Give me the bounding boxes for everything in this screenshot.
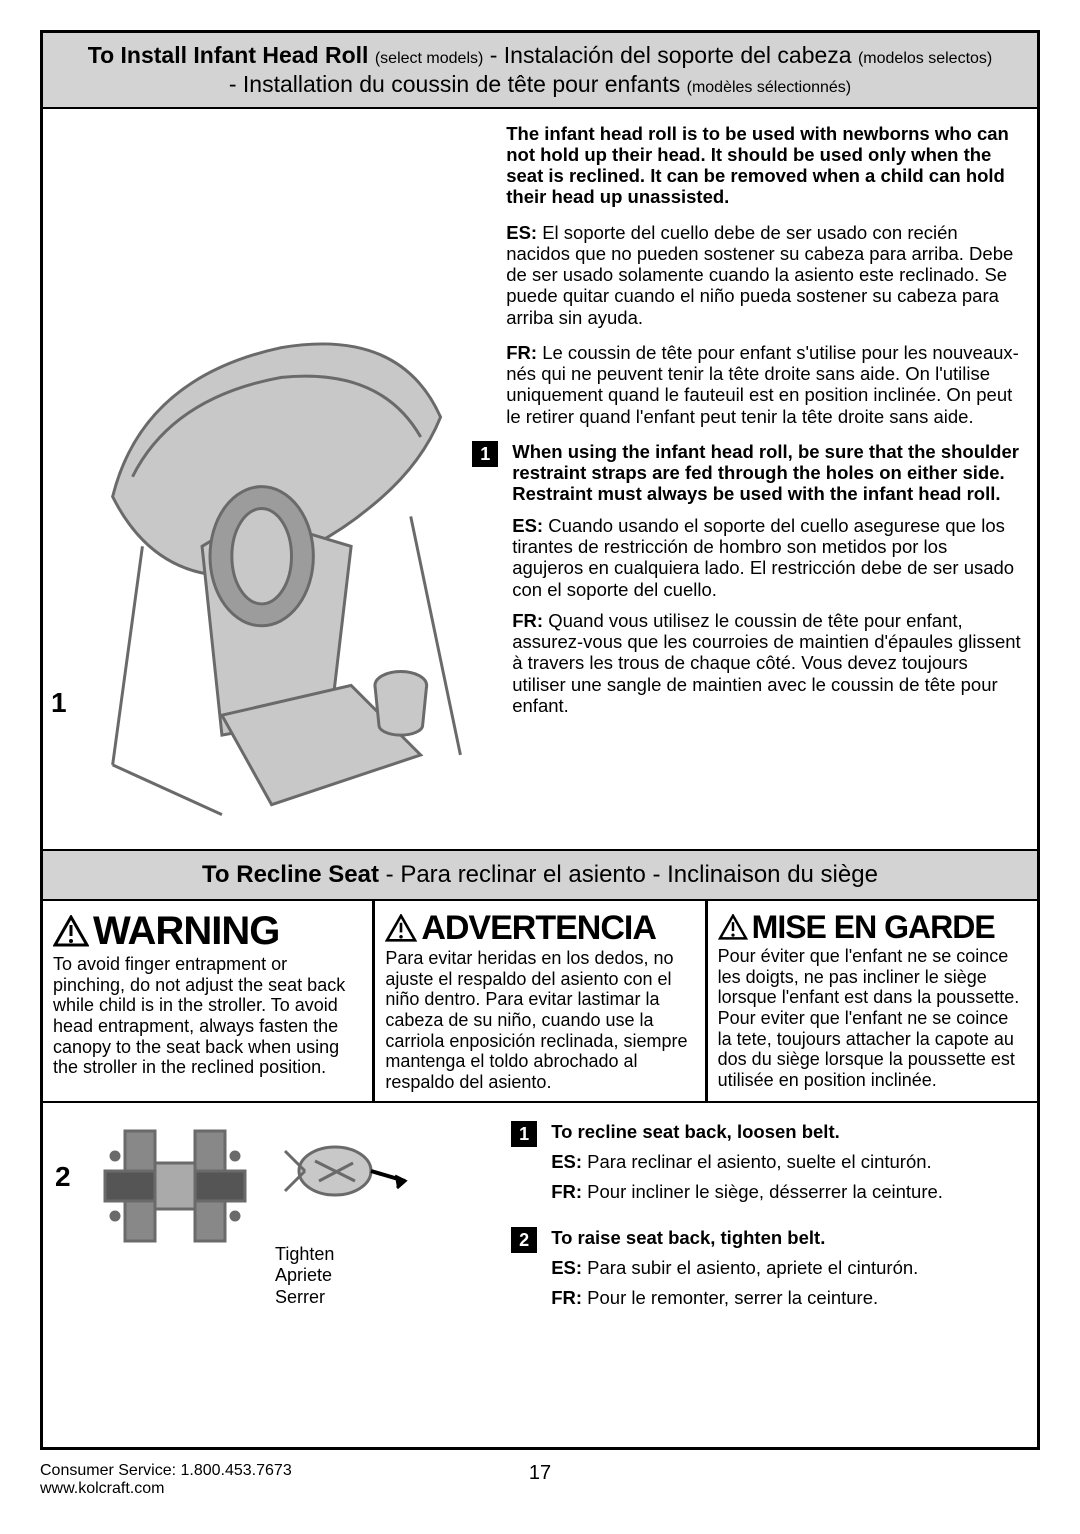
warning-es-word: ADVERTENCIA — [421, 909, 656, 948]
r2-en: To raise seat back, tighten belt. — [551, 1227, 1025, 1249]
recline-step1: 1 To recline seat back, loosen belt. ES:… — [511, 1121, 1025, 1211]
r1-fr: FR: Pour incliner le siège, désserrer la… — [551, 1181, 1025, 1203]
s1-step1-en: When using the infant head roll, be sure… — [512, 441, 1021, 505]
step-badge-wrap: 2 — [511, 1227, 541, 1317]
warning-triangle-icon — [718, 914, 748, 940]
warning-triangle-icon — [53, 915, 89, 947]
warning-es-title: ADVERTENCIA — [385, 909, 694, 948]
warnings-row: WARNING To avoid finger entrapment or pi… — [43, 901, 1037, 1103]
recline-step1-badge: 1 — [511, 1121, 537, 1147]
s1-step1: 1 When using the infant head roll, be su… — [506, 441, 1021, 726]
r1-en: To recline seat back, loosen belt. — [551, 1121, 1025, 1143]
stroller-illustration — [53, 119, 490, 834]
r2-es: ES: Para subir el asiento, apriete el ci… — [551, 1257, 1025, 1279]
tighten-illustration: Tighten Apriete Serrer — [275, 1121, 415, 1309]
tighten-fr: Serrer — [275, 1287, 415, 1309]
s1-title-en-small: (select models) — [375, 50, 483, 67]
section1-header: To Install Infant Head Roll (select mode… — [43, 33, 1037, 109]
page-number: 17 — [373, 1462, 706, 1485]
warning-en-word: WARNING — [93, 909, 279, 954]
intro-fr-text: Le coussin de tête pour enfant s'utilise… — [506, 342, 1019, 427]
s1-title-fr: Installation du coussin de tête pour enf… — [243, 71, 680, 97]
recline-step1-text: To recline seat back, loosen belt. ES: P… — [551, 1121, 1025, 1211]
recline-section: 2 — [43, 1103, 1037, 1351]
r1-es: ES: Para reclinar el asiento, suelte el … — [551, 1151, 1025, 1173]
warning-en-title: WARNING — [53, 909, 362, 954]
recline-illustrations: 2 — [55, 1121, 501, 1333]
s1-title-es-small: (modelos selectos) — [858, 50, 992, 67]
warning-es: ADVERTENCIA Para evitar heridas en los d… — [375, 901, 707, 1101]
s2-title-bold: To Recline Seat — [202, 861, 379, 888]
section1-body: 1 — [43, 109, 1037, 851]
recline-step2-text: To raise seat back, tighten belt. ES: Pa… — [551, 1227, 1025, 1317]
sep: - — [490, 42, 504, 68]
warning-triangle-icon — [385, 914, 417, 942]
s1-step1-fr: FR: Quand vous utilisez le coussin de tê… — [512, 610, 1021, 716]
page-footer: Consumer Service: 1.800.453.7673 www.kol… — [40, 1462, 1040, 1498]
recline-step2-badge: 2 — [511, 1227, 537, 1253]
warning-fr-title: MISE EN GARDE — [718, 909, 1027, 946]
s1-title-es: Instalación del soporte del cabeza — [504, 42, 852, 68]
s1-title-fr-small: (modèles sélectionnés) — [687, 79, 852, 96]
recline-steps-text: 1 To recline seat back, loosen belt. ES:… — [501, 1121, 1025, 1333]
step-badge-wrap: 1 — [511, 1121, 541, 1211]
intro-es: ES: El soporte del cuello debe de ser us… — [506, 222, 1021, 328]
s2-title-rest: - Para reclinar el asiento - Inclinaison… — [379, 861, 878, 888]
es-label: ES: — [506, 222, 537, 243]
tighten-en: Tighten — [275, 1244, 415, 1266]
stroller-illustration-area: 1 — [43, 109, 500, 849]
website-url: www.kolcraft.com — [40, 1480, 373, 1498]
r2-fr: FR: Pour le remonter, serrer la ceinture… — [551, 1287, 1025, 1309]
fr-label: FR: — [506, 342, 537, 363]
warning-fr: MISE EN GARDE Pour éviter que l'enfant n… — [708, 901, 1037, 1101]
warning-fr-word: MISE EN GARDE — [752, 909, 995, 946]
warning-es-body: Para evitar heridas en los dedos, no aju… — [385, 948, 694, 1093]
s1-title-en: To Install Infant Head Roll — [88, 42, 369, 68]
s1-step1-es: ES: Cuando usando el soporte del cuello … — [512, 515, 1021, 600]
page-border: To Install Infant Head Roll (select mode… — [40, 30, 1040, 1450]
footer-left: Consumer Service: 1.800.453.7673 www.kol… — [40, 1462, 373, 1498]
recline-step2: 2 To raise seat back, tighten belt. ES: … — [511, 1227, 1025, 1317]
section2-header: To Recline Seat - Para reclinar el asien… — [43, 851, 1037, 901]
figure-2-label: 2 — [55, 1161, 71, 1193]
tighten-labels: Tighten Apriete Serrer — [275, 1244, 415, 1309]
intro-fr: FR: Le coussin de tête pour enfant s'uti… — [506, 342, 1021, 427]
s1-fr-prefix: - — [229, 71, 243, 97]
s1-step1-text: When using the infant head roll, be sure… — [512, 441, 1021, 726]
consumer-service: Consumer Service: 1.800.453.7673 — [40, 1462, 373, 1480]
intro-en: The infant head roll is to be used with … — [506, 123, 1021, 208]
warning-en: WARNING To avoid finger entrapment or pi… — [43, 901, 375, 1101]
warning-fr-body: Pour éviter que l'enfant ne se coince le… — [718, 946, 1027, 1091]
tighten-es: Apriete — [275, 1265, 415, 1287]
belt-illustration — [85, 1121, 265, 1256]
figure-1-label: 1 — [51, 687, 67, 719]
warning-en-body: To avoid finger entrapment or pinching, … — [53, 954, 362, 1078]
section1-text: The infant head roll is to be used with … — [500, 109, 1037, 849]
intro-es-text: El soporte del cuello debe de ser usado … — [506, 222, 1013, 328]
